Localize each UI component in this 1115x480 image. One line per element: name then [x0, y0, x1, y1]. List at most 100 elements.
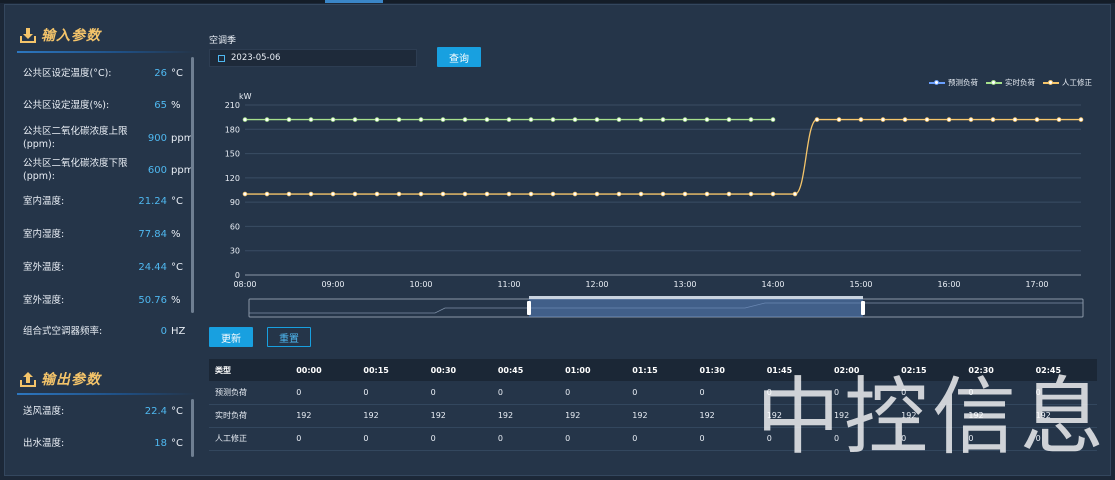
data-point-manual[interactable] [770, 191, 776, 197]
data-point-manual[interactable] [352, 191, 358, 197]
data-point-realtime[interactable] [418, 117, 424, 122]
input-param-row: 公共区设定湿度(%): 65% [23, 99, 185, 112]
data-point-manual[interactable] [792, 191, 798, 197]
data-point-realtime[interactable] [616, 117, 622, 122]
data-point-realtime[interactable] [286, 117, 292, 122]
active-tab-indicator[interactable] [325, 0, 383, 3]
data-point-manual[interactable] [902, 117, 908, 122]
output-scrollbar[interactable] [191, 399, 194, 457]
data-point-realtime[interactable] [704, 117, 710, 122]
data-point-manual[interactable] [264, 191, 270, 197]
data-point-manual[interactable] [484, 191, 490, 197]
data-point-manual[interactable] [814, 117, 820, 122]
data-point-realtime[interactable] [462, 117, 468, 122]
data-point-realtime[interactable] [484, 117, 490, 122]
data-point-realtime[interactable] [550, 117, 556, 122]
data-point-realtime[interactable] [660, 117, 666, 122]
data-point-manual[interactable] [594, 191, 600, 197]
data-point-manual[interactable] [616, 191, 622, 197]
data-point-realtime[interactable] [528, 117, 534, 122]
table-cell: 0 [895, 381, 963, 405]
date-value: 2023-05-06 [231, 53, 281, 63]
data-point-manual[interactable] [374, 191, 380, 197]
zoom-slider-top-bar[interactable] [529, 296, 863, 299]
data-point-manual[interactable] [660, 191, 666, 197]
data-point-manual[interactable] [836, 117, 842, 122]
data-point-manual[interactable] [682, 191, 688, 197]
data-point-realtime[interactable] [264, 117, 270, 122]
query-button[interactable]: 查询 [437, 47, 481, 67]
data-point-manual[interactable] [286, 191, 292, 197]
update-button[interactable]: 更新 [209, 327, 253, 347]
data-point-manual[interactable] [726, 191, 732, 197]
load-data-table: 类型 00:00 00:15 00:30 00:45 01:00 01:15 01:30 01:… [209, 359, 1097, 451]
input-scrollbar[interactable] [191, 57, 194, 313]
y-axis-unit-label: kW [239, 92, 252, 101]
data-point-manual[interactable] [704, 191, 710, 197]
data-point-realtime[interactable] [726, 117, 732, 122]
data-point-manual[interactable] [1056, 117, 1062, 122]
table-cell: 0 [357, 427, 425, 451]
x-tick-label: 15:00 [849, 280, 872, 289]
data-point-realtime[interactable] [638, 117, 644, 122]
top-tab-strip [0, 0, 1115, 3]
data-point-manual[interactable] [550, 191, 556, 197]
data-point-manual[interactable] [396, 191, 402, 197]
table-cell: 0 [559, 381, 627, 405]
data-point-manual[interactable] [968, 117, 974, 122]
zoom-slider-left-handle[interactable] [527, 301, 531, 315]
data-point-realtime[interactable] [682, 117, 688, 122]
data-point-manual[interactable] [440, 191, 446, 197]
data-point-manual[interactable] [528, 191, 534, 197]
reset-button[interactable]: 重置 [267, 327, 311, 347]
data-point-manual[interactable] [1012, 117, 1018, 122]
data-point-manual[interactable] [638, 191, 644, 197]
data-point-realtime[interactable] [308, 117, 314, 122]
legend-item-manual[interactable]: 人工修正 [1043, 77, 1092, 88]
data-point-realtime[interactable] [506, 117, 512, 122]
load-line-chart: kW 0 30 60 90 120 150 180 210 08:00 09:00 10:00 11:0… [225, 92, 1084, 318]
data-point-manual[interactable] [946, 117, 952, 122]
data-point-realtime[interactable] [352, 117, 358, 122]
data-point-manual[interactable] [462, 191, 468, 197]
data-point-manual[interactable] [242, 191, 248, 197]
data-point-manual[interactable] [506, 191, 512, 197]
table-header-time: 02:30 [962, 359, 1030, 381]
data-point-realtime[interactable] [374, 117, 380, 122]
data-point-manual[interactable] [748, 191, 754, 197]
data-point-manual[interactable] [880, 117, 886, 122]
data-point-manual[interactable] [858, 117, 864, 122]
table-cell: 192 [693, 404, 761, 428]
param-label: 公共区设定湿度(%): [23, 100, 110, 111]
data-point-manual[interactable] [308, 191, 314, 197]
param-value: 50.76 [138, 295, 167, 306]
data-point-manual[interactable] [924, 117, 930, 122]
data-point-realtime[interactable] [748, 117, 754, 122]
data-point-manual[interactable] [990, 117, 996, 122]
data-point-manual[interactable] [330, 191, 336, 197]
input-param-row: 公共区二氧化碳浓度下限(ppm): 600 ppm [23, 157, 193, 183]
data-point-realtime[interactable] [572, 117, 578, 122]
data-point-realtime[interactable] [770, 117, 776, 122]
data-point-realtime[interactable] [594, 117, 600, 122]
x-tick-label: 10:00 [409, 280, 432, 289]
table-header-type: 类型 [209, 359, 291, 381]
legend-item-realtime[interactable]: 实时负荷 [986, 77, 1035, 88]
data-point-manual[interactable] [1078, 117, 1084, 122]
table-cell: 0 [962, 381, 1030, 405]
data-point-manual[interactable] [1034, 117, 1040, 122]
data-point-realtime[interactable] [242, 117, 248, 122]
data-point-realtime[interactable] [440, 117, 446, 122]
table-header-time: 02:00 [827, 359, 896, 381]
date-picker[interactable]: 2023-05-06 [209, 49, 417, 67]
data-point-manual[interactable] [418, 191, 424, 197]
data-point-manual[interactable] [572, 191, 578, 197]
table-cell: 0 [1029, 381, 1097, 405]
input-param-row: 公共区二氧化碳浓度上限(ppm): 900 ppm [23, 125, 193, 151]
y-tick-label: 0 [235, 271, 240, 280]
data-point-realtime[interactable] [330, 117, 336, 122]
legend-item-predicted[interactable]: 预测负荷 [929, 77, 978, 88]
zoom-slider-window[interactable] [529, 299, 863, 317]
data-point-realtime[interactable] [396, 117, 402, 122]
zoom-slider-right-handle[interactable] [861, 301, 865, 315]
